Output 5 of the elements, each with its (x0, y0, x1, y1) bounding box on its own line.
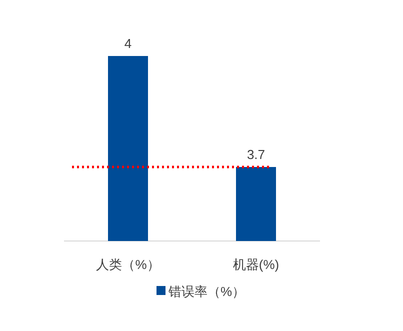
data-label: 3.7 (246, 147, 266, 162)
data-label: 4 (124, 36, 132, 51)
x-tick-label: 人类（%） (96, 257, 160, 272)
legend-label: 错误率（%） (168, 284, 246, 299)
x-tick-label: 机器(%) (232, 257, 280, 272)
